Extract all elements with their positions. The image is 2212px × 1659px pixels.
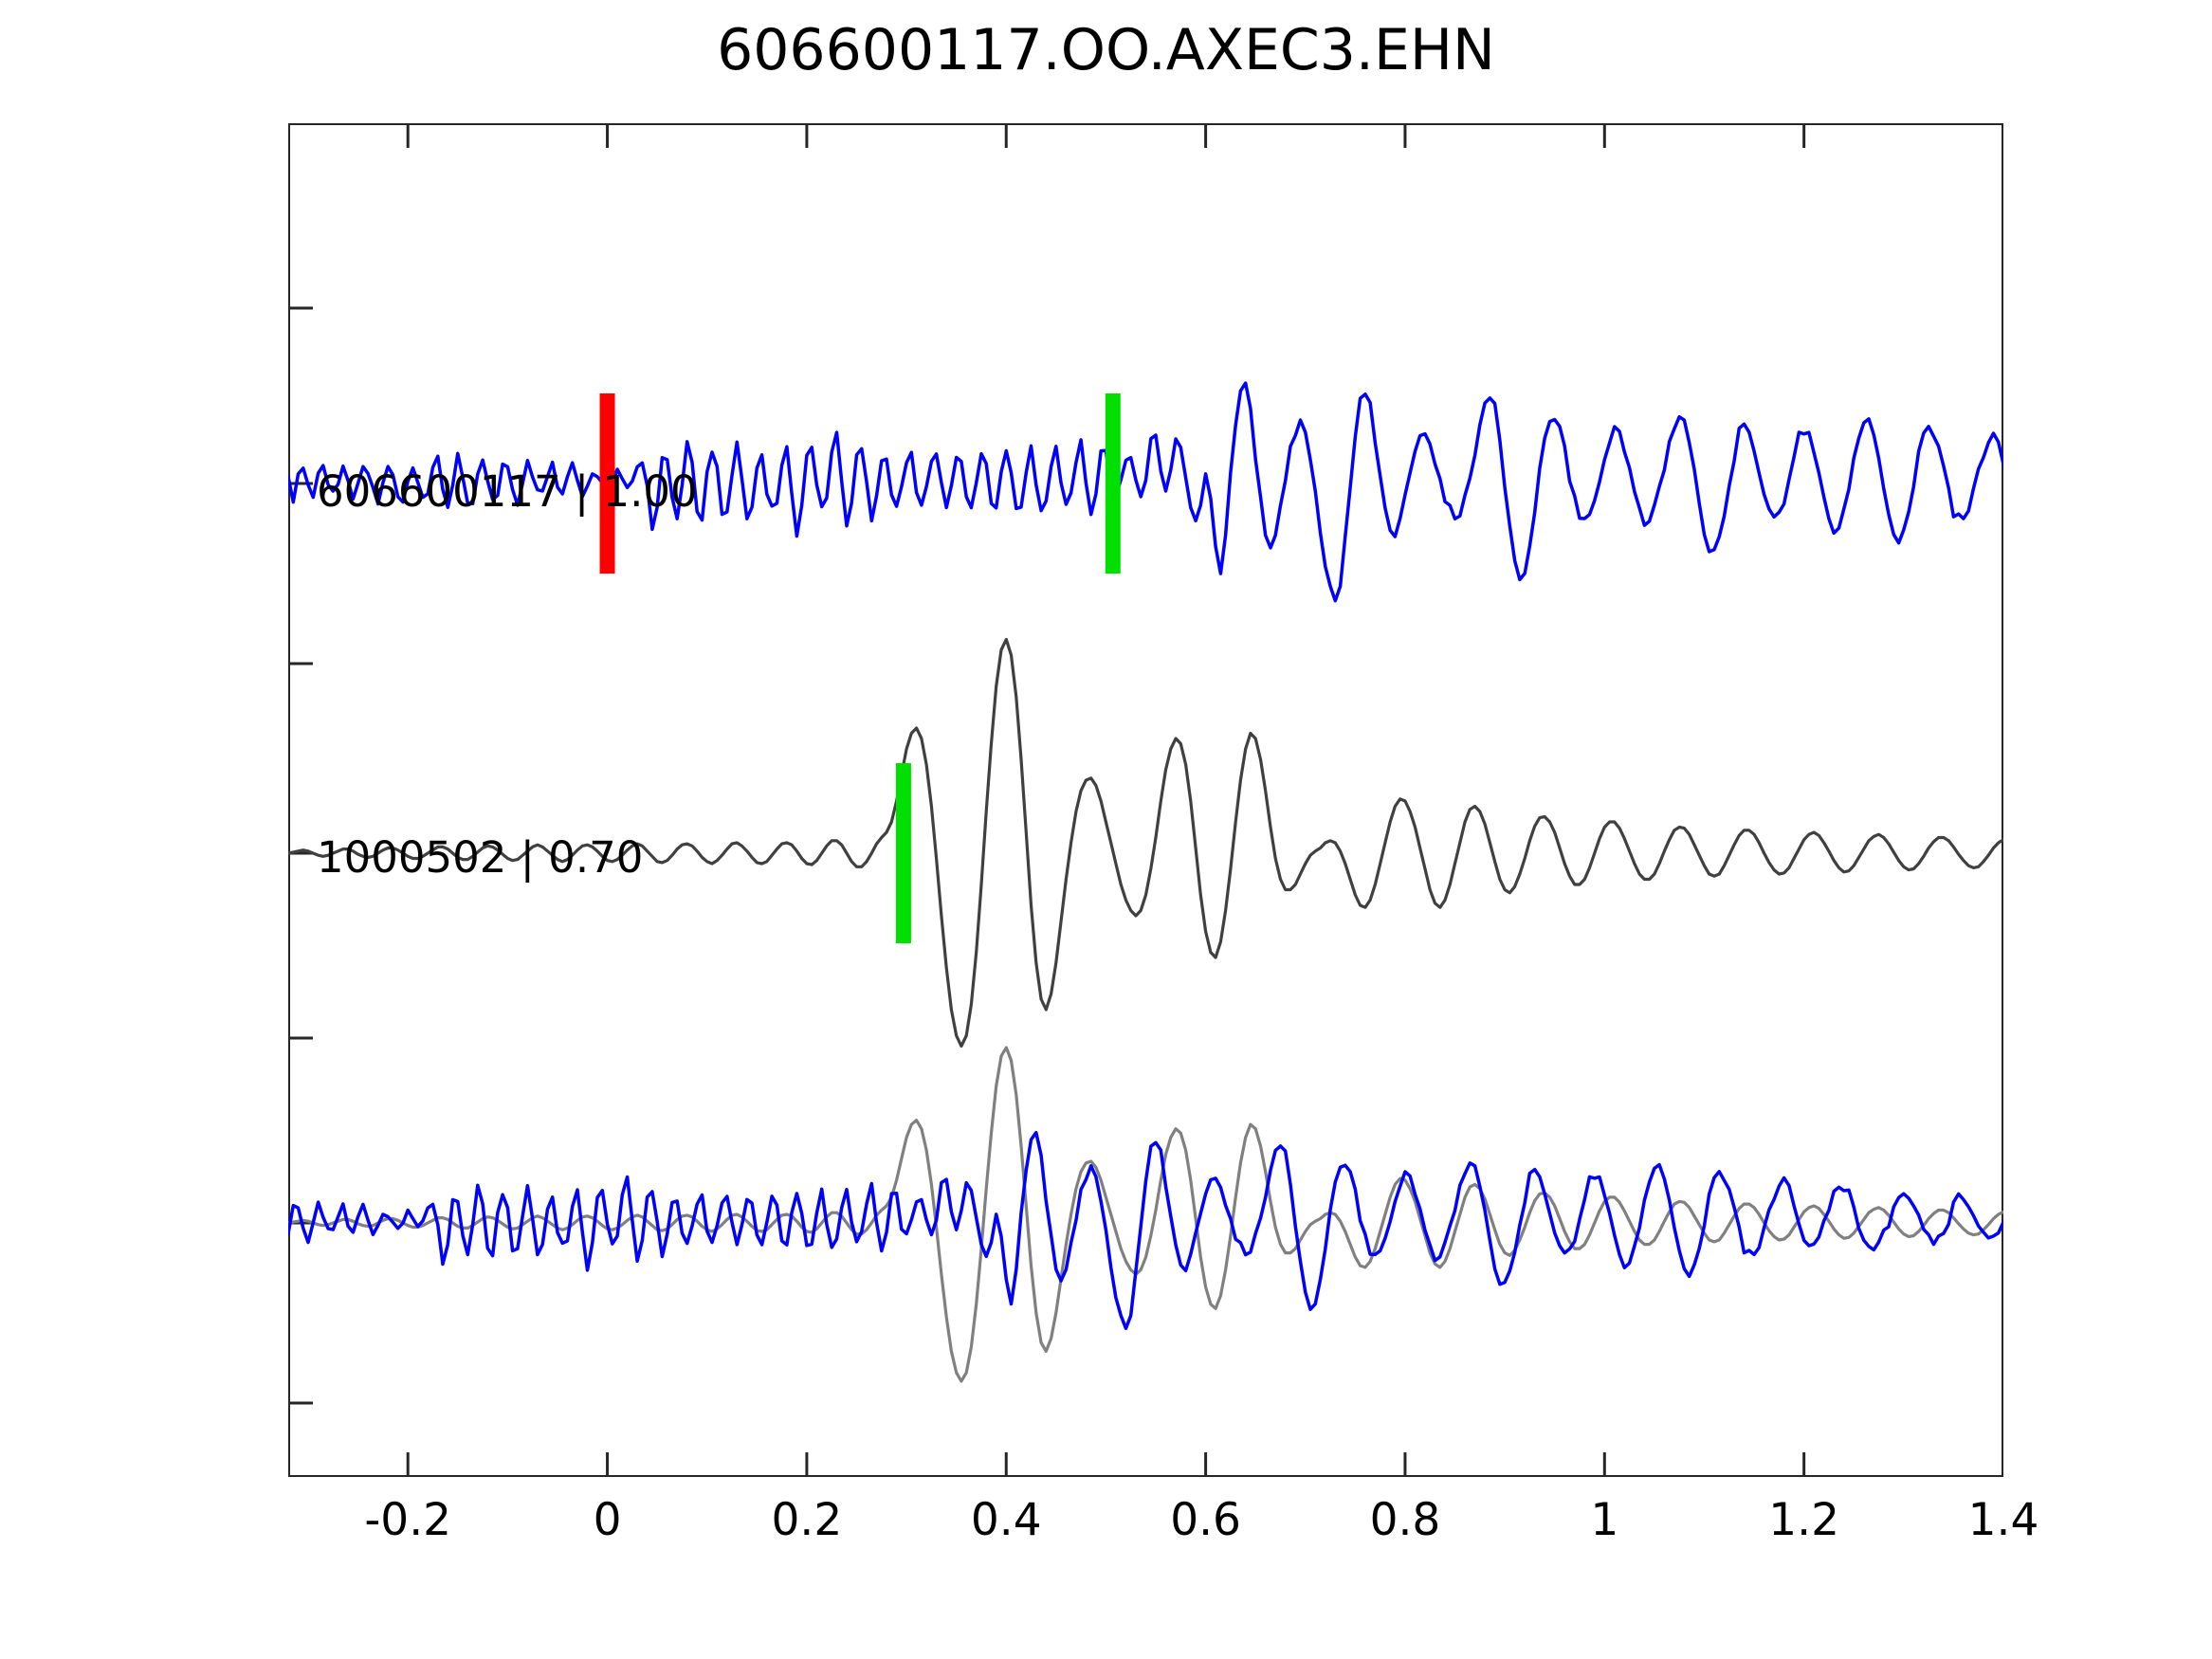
- x-tick-label: 1.4: [1967, 1494, 2039, 1546]
- plot-frame: [288, 123, 2003, 1477]
- x-tick-label: 0: [593, 1494, 622, 1546]
- overlay-detection-waveform: [288, 1130, 2003, 1331]
- waveform-plot: [288, 123, 2003, 1477]
- pick-markers: [599, 393, 1121, 943]
- page-title: 606600117.OO.AXEC3.EHN: [717, 17, 1495, 83]
- x-tick-label: -0.2: [364, 1494, 452, 1546]
- x-tick-label: 0.6: [1170, 1494, 1241, 1546]
- x-axis-ticks: [406, 124, 2003, 1476]
- trace-lines: [288, 381, 2003, 1383]
- x-tick-label: 1.2: [1768, 1494, 1840, 1546]
- template-waveform: [288, 637, 2003, 1048]
- x-tick-label: 0.8: [1369, 1494, 1441, 1546]
- detection-waveform: [288, 381, 2003, 603]
- trace-label-template: 1000502 | 0.70: [317, 832, 644, 883]
- x-tick-label: 0.2: [771, 1494, 843, 1546]
- x-tick-label: 0.4: [970, 1494, 1042, 1546]
- trace-label-detection: 606600117 | 1.00: [317, 466, 698, 517]
- x-tick-label: 1: [1590, 1494, 1619, 1546]
- plot-area: 606600117 | 1.00 1000502 | 0.70: [288, 123, 2003, 1477]
